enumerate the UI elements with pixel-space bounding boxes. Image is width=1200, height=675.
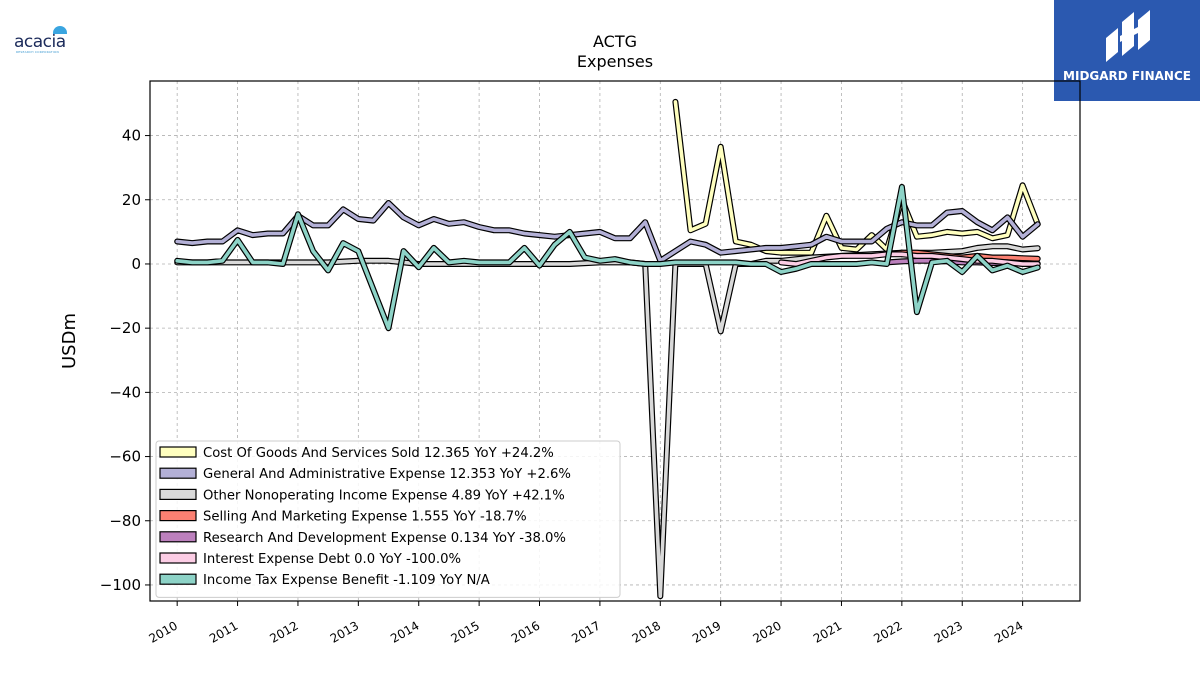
x-tick-label: 2018 [630, 618, 663, 645]
legend-entry-label: Research And Development Expense 0.134 Y… [203, 531, 566, 546]
x-tick-label: 2014 [388, 618, 421, 645]
legend-entry-label: Other Nonoperating Income Expense 4.89 Y… [203, 488, 565, 503]
x-tick-label: 2016 [509, 618, 542, 645]
midgard-finance-emblem-icon [1106, 10, 1150, 62]
x-tick-label: 2020 [750, 618, 783, 645]
y-tick-label: 40 [122, 127, 141, 145]
legend-entry-label: Income Tax Expense Benefit -1.109 YoY N/… [203, 573, 490, 588]
y-tick-label: −40 [109, 383, 141, 401]
midgard-finance-logo-text: MIDGARD FINANCE [1063, 69, 1191, 83]
chart-title: ACTG [593, 32, 637, 51]
legend: Cost Of Goods And Services Sold 12.365 Y… [155, 440, 621, 598]
x-tick-label: 2024 [992, 618, 1025, 645]
x-tick-label: 2010 [147, 618, 180, 645]
x-tick-label: 2021 [811, 618, 844, 645]
acacia-logo: acacia RESEARCH CORPORATION [14, 26, 76, 54]
midgard-finance-logo: MIDGARD FINANCE [1054, 0, 1200, 101]
legend-swatch [159, 488, 197, 500]
y-tick-label: −20 [109, 319, 141, 337]
x-tick-label: 2019 [690, 618, 723, 645]
legend-swatch [159, 467, 197, 479]
series-lines [174, 98, 1041, 600]
y-tick-label: −60 [109, 448, 141, 466]
x-tick-label: 2012 [267, 618, 300, 645]
y-tick-label: 20 [122, 191, 141, 209]
acacia-logo-subtext: RESEARCH CORPORATION [16, 50, 59, 54]
y-tick-label: 0 [131, 255, 141, 273]
x-tick-label: 2023 [932, 618, 965, 645]
x-tick-label: 2015 [449, 618, 482, 645]
x-tick-label: 2017 [569, 618, 602, 645]
legend-swatch [159, 531, 197, 543]
legend-box [155, 440, 621, 598]
series-6-line [175, 185, 1040, 331]
series-0-line [673, 100, 1040, 255]
legend-entry-label: Cost Of Goods And Services Sold 12.365 Y… [203, 446, 554, 461]
legend-entry-label: Interest Expense Debt 0.0 YoY -100.0% [203, 552, 461, 567]
series-0-outline [672, 98, 1041, 256]
y-tick-label: −100 [100, 576, 141, 594]
legend-swatch [159, 510, 197, 522]
series-group [174, 98, 1041, 600]
y-axis-label: USDm [59, 313, 80, 369]
legend-entry-label: Selling And Marketing Expense 1.555 YoY … [203, 510, 527, 525]
x-tick-label: 2013 [328, 618, 361, 645]
legend-swatch [159, 573, 197, 585]
plot-frame [149, 80, 1081, 602]
acacia-logo-text: acacia [14, 32, 66, 52]
legend-entry-label: General And Administrative Expense 12.35… [203, 467, 571, 482]
acacia-logo-arc-icon [53, 26, 67, 34]
legend-swatch [159, 446, 197, 458]
y-tick-label: −80 [109, 512, 141, 530]
legend-swatch [159, 552, 197, 564]
x-tick-label: 2022 [871, 618, 904, 645]
chart-subtitle: Expenses [577, 52, 653, 71]
x-tick-label: 2011 [207, 618, 240, 645]
